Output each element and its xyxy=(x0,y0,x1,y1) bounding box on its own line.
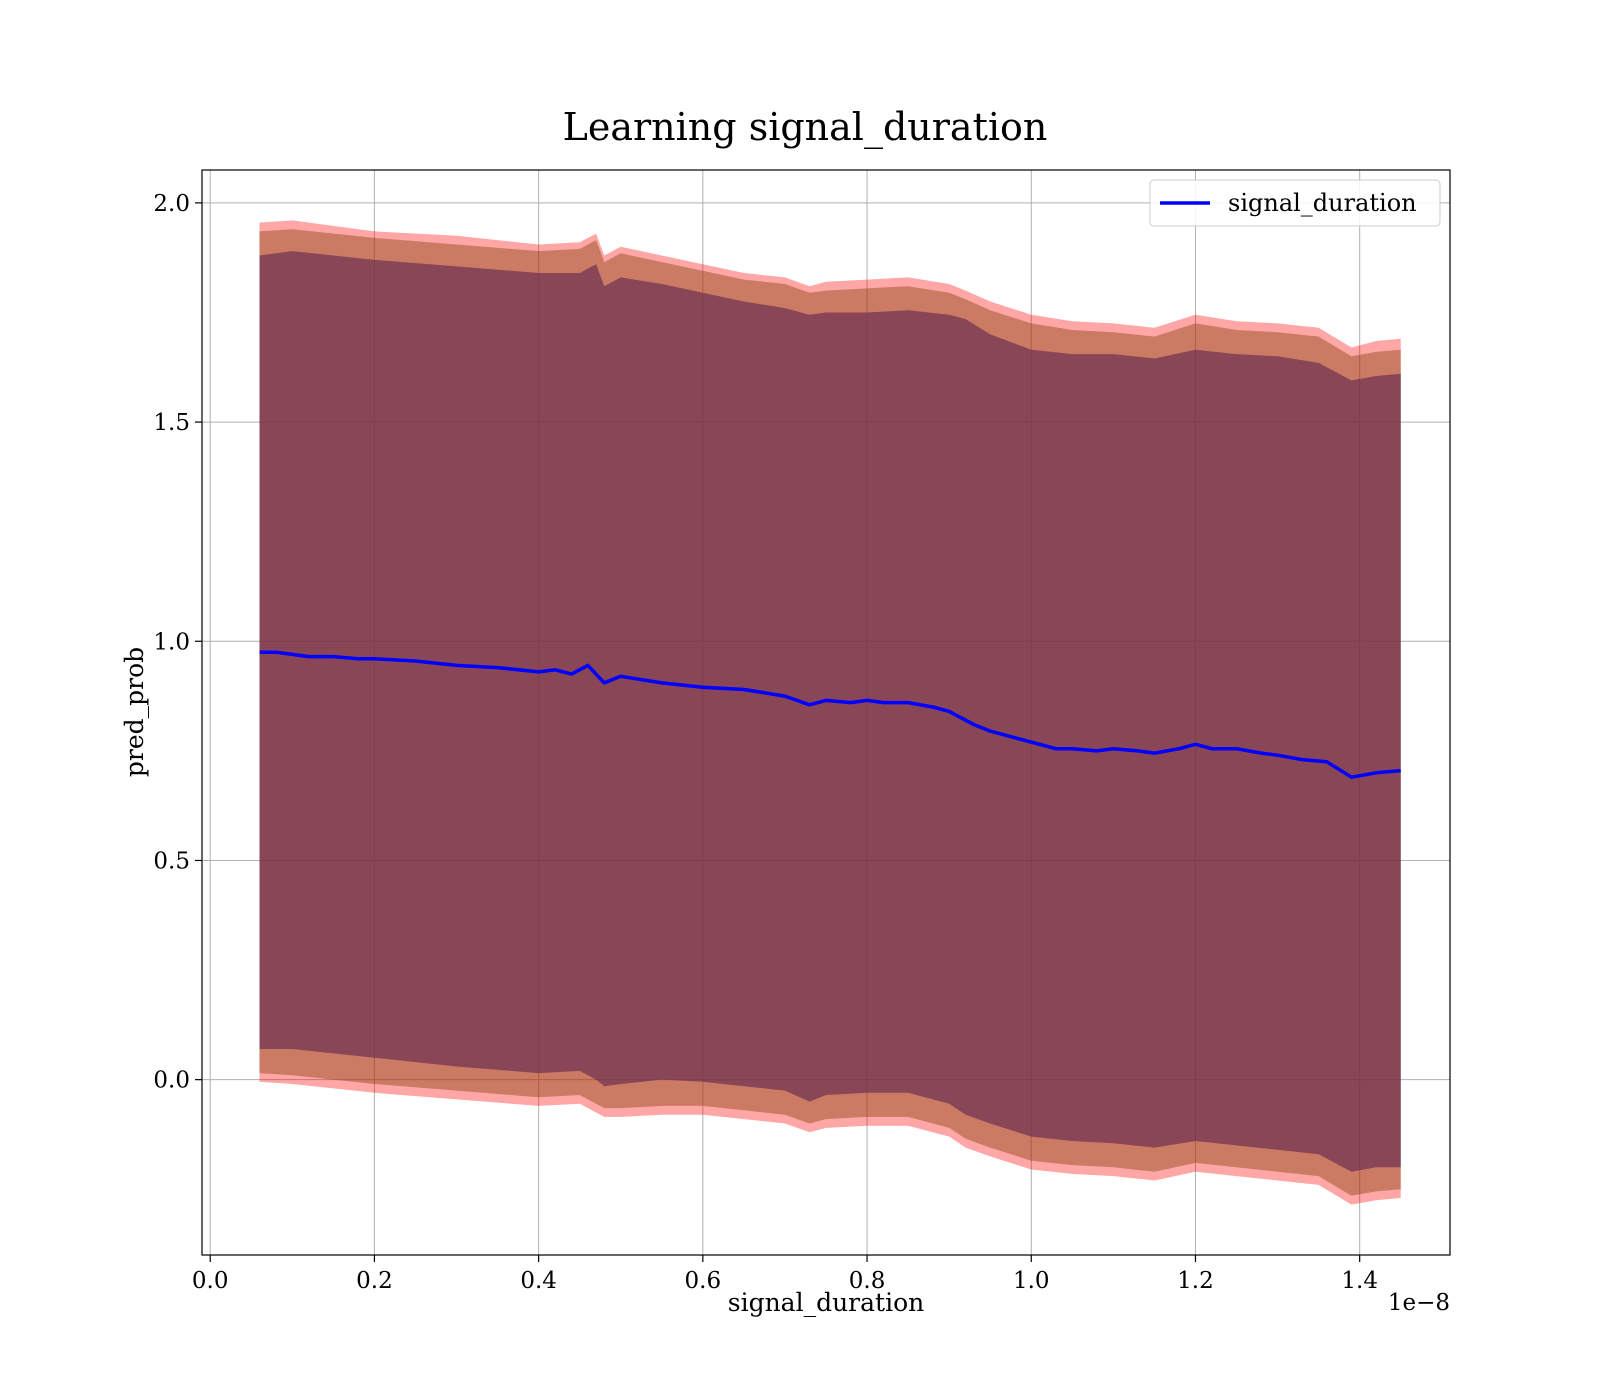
series-lines xyxy=(259,650,1401,779)
chart-title: Learning signal_duration xyxy=(563,105,1048,150)
x-tick-label: 0.0 xyxy=(192,1268,229,1294)
x-axis-label: signal_duration xyxy=(728,1288,924,1317)
y-tick-label: 2.0 xyxy=(153,191,190,217)
y-tick-label: 1.5 xyxy=(153,410,190,436)
band-inner xyxy=(259,251,1401,1172)
x-tick-label: 1.0 xyxy=(1013,1268,1050,1294)
x-tick-label: 0.4 xyxy=(520,1268,557,1294)
y-tick-label: 1.0 xyxy=(153,629,190,655)
legend-label-signal-duration: signal_duration xyxy=(1228,189,1417,217)
x-axis-offset-label: 1e−8 xyxy=(1388,1290,1450,1316)
x-tick-label: 0.6 xyxy=(685,1268,722,1294)
y-axis-label: pred_prob xyxy=(120,647,149,777)
uncertainty-bands xyxy=(259,220,1401,1205)
y-tick-label: 0.5 xyxy=(153,848,190,874)
plot-frame xyxy=(201,169,1451,1256)
x-tick-label: 0.8 xyxy=(849,1268,886,1294)
x-axis-ticks: 0.0 0.2 0.4 0.6 0.8 1.0 1.2 1.4 xyxy=(192,1255,1378,1294)
y-axis-ticks: 0.0 0.5 1.0 1.5 2.0 xyxy=(153,191,202,1094)
x-tick-label: 1.2 xyxy=(1177,1268,1214,1294)
x-tick-label: 0.2 xyxy=(356,1268,393,1294)
legend: signal_duration xyxy=(1149,179,1441,227)
x-tick-label: 1.4 xyxy=(1341,1268,1378,1294)
legend-box xyxy=(1149,179,1441,227)
y-tick-label: 0.0 xyxy=(153,1068,190,1094)
series-line-signal-duration xyxy=(259,650,1401,779)
